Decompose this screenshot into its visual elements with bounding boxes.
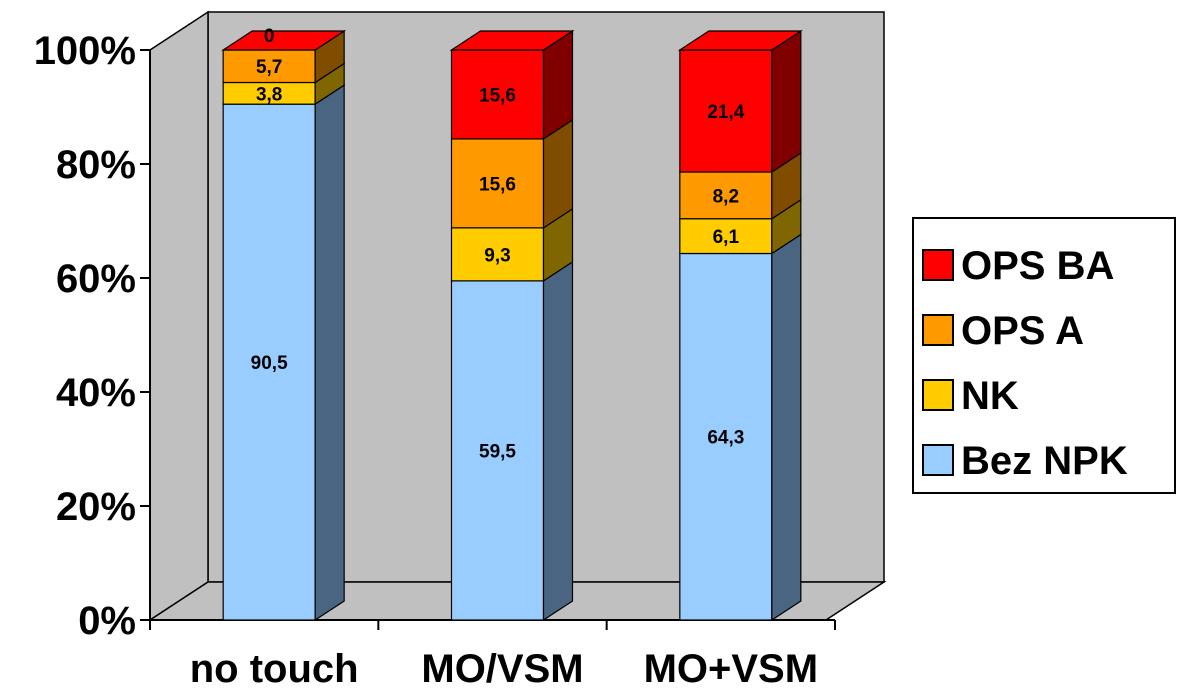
data-label: 64,3 (707, 428, 744, 449)
data-label: 3,8 (256, 84, 282, 105)
bar-side (771, 29, 802, 174)
bar-mo-vsm-bez-npk (450, 280, 545, 621)
legend-swatch (922, 249, 954, 281)
y-tick-label: 60% (56, 257, 136, 301)
x-category-label: MO/VSM (421, 647, 583, 691)
bar-mo-vsm-nk (450, 227, 545, 282)
bar-mo-vsm-ops-a (450, 138, 545, 229)
legend-swatch (922, 314, 954, 346)
data-label: 21,4 (707, 102, 744, 123)
y-tick-label: 80% (56, 143, 136, 187)
y-tick-label: 100% (34, 29, 136, 73)
data-label: 0 (264, 26, 275, 47)
legend-label: OPS A (961, 309, 1084, 353)
legend-label: NK (961, 374, 1019, 418)
data-label: 8,2 (713, 186, 739, 207)
data-label: 9,3 (484, 245, 510, 266)
data-label: 15,6 (479, 85, 516, 106)
legend-label: Bez NPK (961, 439, 1128, 483)
y-tick-label: 20% (56, 485, 136, 529)
bar-no-touch-ops-a (222, 49, 316, 84)
bar-mo-vsm-ops-a (679, 171, 773, 220)
legend-label: OPS BA (961, 244, 1114, 288)
chart-legend: OPS BA OPS A NK Bez NPK (912, 217, 1176, 494)
bar-top (677, 30, 803, 51)
chart-data-labels: 90,5 3,8 5,7 0 59,5 9,3 15,6 15,6 64,3 6,1 8,2 21,4 (251, 26, 745, 462)
bar-mo-vsm-nk (679, 218, 773, 255)
data-label: 5,7 (256, 57, 282, 78)
chart-bars (221, 29, 803, 622)
data-label: 59,5 (479, 441, 516, 462)
chart-axes: 0% 20% 40% 60% 80% 100% no touch MO/VSM MO+VSM (34, 29, 836, 691)
legend-swatch (922, 444, 954, 476)
bar-side (542, 260, 574, 622)
y-tick-label: 0% (78, 599, 136, 643)
bar-side (771, 233, 802, 622)
data-label: 90,5 (251, 353, 288, 374)
legend-box (912, 217, 1176, 494)
bar-top (221, 30, 347, 51)
bar-side (314, 84, 345, 622)
x-category-label: no touch (190, 647, 359, 691)
legend-swatch (922, 379, 954, 411)
data-label: 6,1 (713, 227, 740, 248)
data-label: 15,6 (479, 174, 516, 195)
x-category-label: MO+VSM (644, 647, 818, 691)
y-tick-label: 40% (56, 371, 136, 415)
side-wall (149, 10, 209, 622)
bar-top (449, 30, 575, 51)
